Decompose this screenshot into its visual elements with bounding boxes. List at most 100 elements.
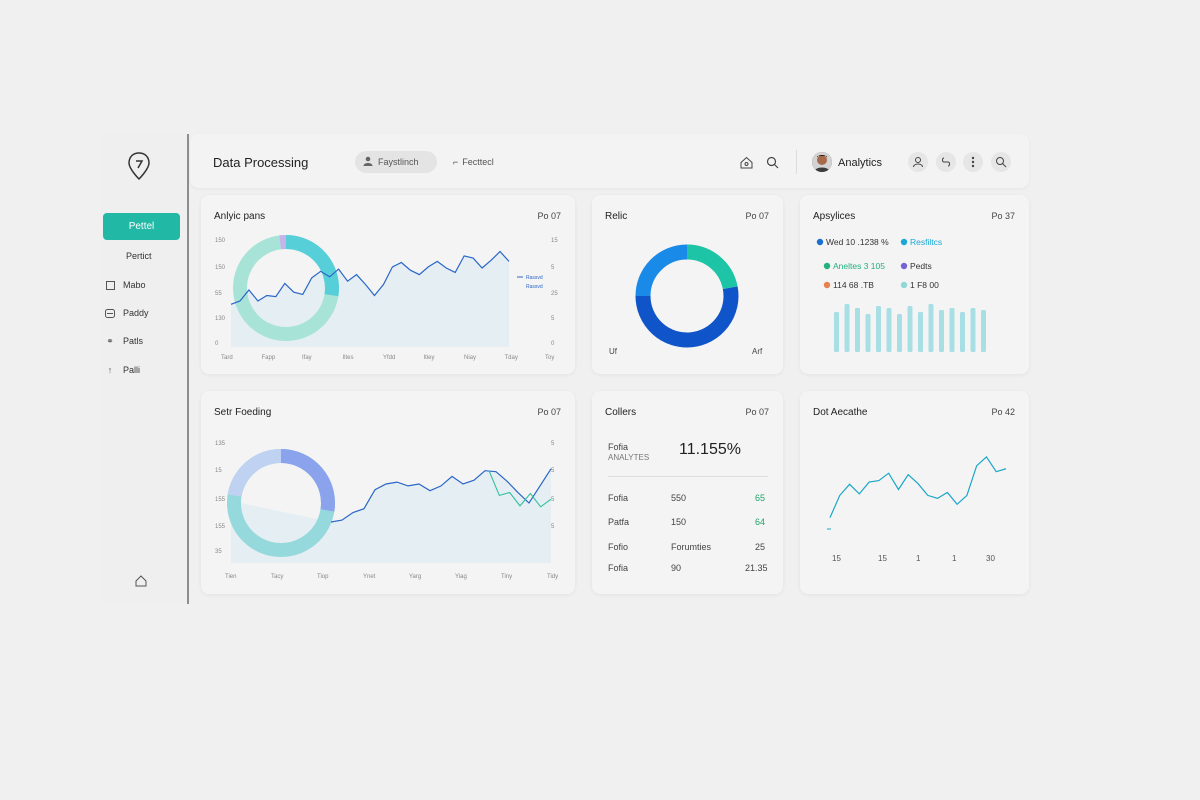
series-line [488,470,552,508]
x-tick-label: Yarg [409,574,421,580]
bar [834,312,839,352]
link-icon: ⚭ [106,335,114,346]
bar [876,306,881,352]
y-tick-label: 5 [551,468,555,474]
x-tick-label: Iltes [343,355,354,361]
sidebar-item-label: Palli [123,365,141,375]
sidebar-item-active[interactable]: Pettel [103,213,180,240]
card-title: Relic [605,211,628,222]
card-setr-foeding: Setr Foeding Po 07 135 15 155 155 35 5 5 5 5 Tien… [201,391,575,594]
x-tick-label: Niay [464,355,476,361]
row-label: Fofia [608,493,629,503]
bar [865,314,871,352]
y-tick-label: 155 [215,524,226,530]
home-icon[interactable] [135,574,147,587]
row-label: Fofio [608,542,629,552]
y-tick-label: 5 [551,497,555,503]
card-badge: Po 07 [745,407,769,417]
search-icon[interactable] [765,155,779,169]
row-delta: 21.35 [745,563,768,573]
home-icon[interactable] [739,155,753,169]
sidebar-item-label: Pertict [126,251,152,261]
page-title: Data Processing [213,155,309,170]
headline-sub: ANALYTES [608,453,650,462]
legend-label: Resfiltcs [910,237,942,247]
card-badge: Po 07 [537,407,561,417]
card-badge: Po 42 [991,407,1015,417]
row-value: 550 [671,493,687,503]
bar [928,304,934,352]
card-title: Apsylices [813,211,856,222]
y-tick-label: 55 [215,291,222,297]
secondary-filter[interactable]: ⌐ Fecttecl [453,157,494,167]
bar [897,314,902,352]
sidebar-item-2[interactable]: Mabo [105,280,146,290]
headline-value: 11.155% [679,441,741,458]
x-tick-label: 15 [832,554,841,563]
x-tick-label: Tiny [501,574,512,580]
bar [886,308,892,352]
legend-dot [816,238,824,246]
pill-label: Faystlinch [378,157,419,167]
row-delta: 65 [755,493,766,503]
x-tick-label: Ifay [302,355,312,361]
ring-segment [280,449,335,512]
legend-label: Pedts [910,261,932,271]
y-tick-label: 0 [551,341,555,347]
legend-label: Rassvd [526,275,543,281]
legend-dot [823,281,831,289]
ring-segment [227,449,282,498]
app-window: Pettel Pertict Mabo Paddy ⚭ Patls ↑ Pall… [101,134,1029,606]
series-line [330,468,552,523]
user-icon [363,156,373,168]
sidebar-item-4[interactable]: ⚭ Patls [105,335,144,347]
link-icon[interactable] [936,152,956,172]
card-icon [105,308,115,318]
bar [907,306,913,352]
user-name: Analytics [838,157,883,169]
legend-label: Rassvd [526,284,543,290]
donut-segment [686,244,738,290]
x-tick-label: Itiey [424,355,435,361]
sidebar-item-5[interactable]: ↑ Palli [105,365,140,375]
avatar[interactable] [812,152,832,172]
people-icon[interactable] [908,152,928,172]
row-delta: 64 [755,517,766,527]
legend-label: 114 68 .TB [833,280,874,290]
x-tick-label: Yfdd [383,355,395,361]
y-tick-label: 35 [215,549,222,555]
donut-left-label: Uf [609,347,617,356]
search-icon[interactable] [991,152,1011,172]
card-badge: Po 07 [745,211,769,221]
sidebar-item-label: Mabo [123,280,146,290]
sidebar-item-label: Patls [123,336,144,346]
bar [844,304,850,352]
y-tick-label: 150 [215,265,226,271]
row-value: 150 [671,517,687,527]
donut-segment [635,244,688,297]
bar-legend-chart: Wed 10 .1238 % Resfiltcs Aneltes 3 105 Pedt… [816,237,986,352]
x-tick-label: Ynet [363,574,376,580]
sidebar-item-3[interactable]: Paddy [105,308,149,318]
logo-pin-icon [127,151,151,181]
x-tick-label: Tien [225,574,236,580]
x-tick-label: Tard [221,355,233,361]
series-line [829,456,1007,518]
card-title: Anlyic pans [214,211,266,222]
card-title: Collers [605,407,637,418]
card-title: Dot Aecathe [813,407,868,418]
row-delta: 25 [755,542,766,552]
x-tick-label: Fapp [262,355,276,361]
more-icon[interactable] [963,152,983,172]
x-tick-label: 30 [986,554,995,563]
bar [981,310,986,352]
filter-pill[interactable]: Faystlinch [355,151,437,173]
sidebar: Pettel Pertict Mabo Paddy ⚭ Patls ↑ Pall… [101,134,189,604]
y-tick-label: 5 [551,265,555,271]
x-tick-label: Tidy [547,574,558,580]
arrow-up-icon: ↑ [107,365,113,375]
y-tick-label: 0 [215,341,219,347]
sidebar-item-1[interactable]: Pertict [126,251,152,261]
card-dot-aecathe: Dot Aecathe Po 42 15 15 1 1 30 [800,391,1029,594]
line-chart: 15 15 1 1 30 [827,456,1007,563]
